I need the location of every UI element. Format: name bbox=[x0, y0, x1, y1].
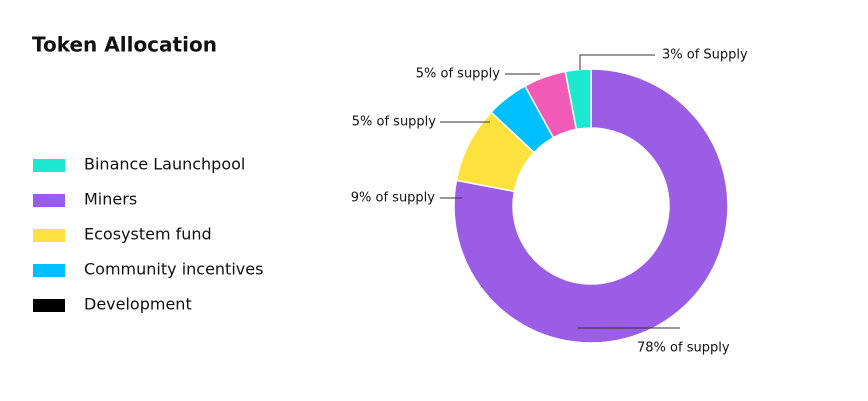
donut-slice bbox=[453, 68, 729, 344]
leader-line bbox=[579, 54, 655, 70]
value-label: 3% of Supply bbox=[662, 48, 748, 63]
value-label: 5% of supply bbox=[352, 115, 437, 130]
legend-label: Community incentives bbox=[84, 260, 263, 279]
donut-slice bbox=[564, 68, 592, 131]
legend-swatch bbox=[33, 299, 65, 312]
legend-swatch bbox=[33, 194, 65, 207]
legend-label: Miners bbox=[84, 190, 137, 209]
legend-label: Development bbox=[84, 295, 192, 314]
legend-label: Binance Launchpool bbox=[84, 155, 245, 174]
value-label: 5% of supply bbox=[416, 67, 501, 82]
legend-swatch bbox=[33, 229, 65, 242]
chart-title: Token Allocation bbox=[32, 33, 217, 57]
legend-label: Ecosystem fund bbox=[84, 225, 212, 244]
legend-swatch bbox=[33, 159, 65, 172]
legend-swatch bbox=[33, 264, 65, 277]
value-label: 9% of supply bbox=[351, 191, 436, 206]
value-label: 78% of supply bbox=[637, 341, 730, 356]
